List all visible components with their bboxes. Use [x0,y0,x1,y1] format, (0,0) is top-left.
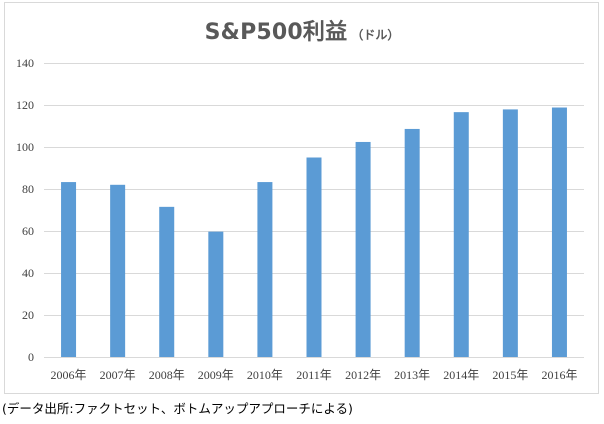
source-note: (データ出所:ファクトセット、ボトムアップアプローチによる) [2,401,353,416]
bar-2009年 [208,231,224,357]
x-tick-label: 2011年 [296,368,332,382]
bar-2014年 [453,112,469,357]
y-tick-label: 80 [22,182,34,196]
x-tick-label: 2012年 [345,368,381,382]
bar-2015年 [502,109,518,357]
bar-2008年 [159,206,175,357]
y-tick-label: 0 [28,350,34,364]
x-tick-label: 2009年 [198,368,234,382]
chart-title: S&P500利益 （ドル） [0,14,604,46]
x-tick-label: 2007年 [100,368,136,382]
x-tick-label: 2006年 [51,368,87,382]
bar-2010年 [257,182,273,357]
bar-2011年 [306,157,322,357]
chart-title-main: S&P500利益 [204,20,348,45]
chart-frame [4,2,599,394]
y-tick-label: 40 [22,266,34,280]
x-tick-label: 2015年 [492,368,528,382]
y-tick-label: 120 [16,98,34,112]
x-tick-label: 2016年 [541,368,577,382]
bar-2013年 [404,128,420,357]
x-tick-label: 2010年 [247,368,283,382]
x-tick-label: 2014年 [443,368,479,382]
x-tick-label: 2008年 [149,368,185,382]
y-tick-label: 140 [16,56,34,70]
bar-2007年 [110,184,126,357]
chart-title-unit: （ドル） [351,28,400,42]
y-tick-label: 20 [22,308,34,322]
bar-2016年 [551,107,567,358]
y-tick-label: 100 [16,140,34,154]
y-tick-label: 60 [22,224,34,238]
bar-2006年 [61,182,77,357]
x-tick-label: 2013年 [394,368,430,382]
bar-2012年 [355,141,371,357]
